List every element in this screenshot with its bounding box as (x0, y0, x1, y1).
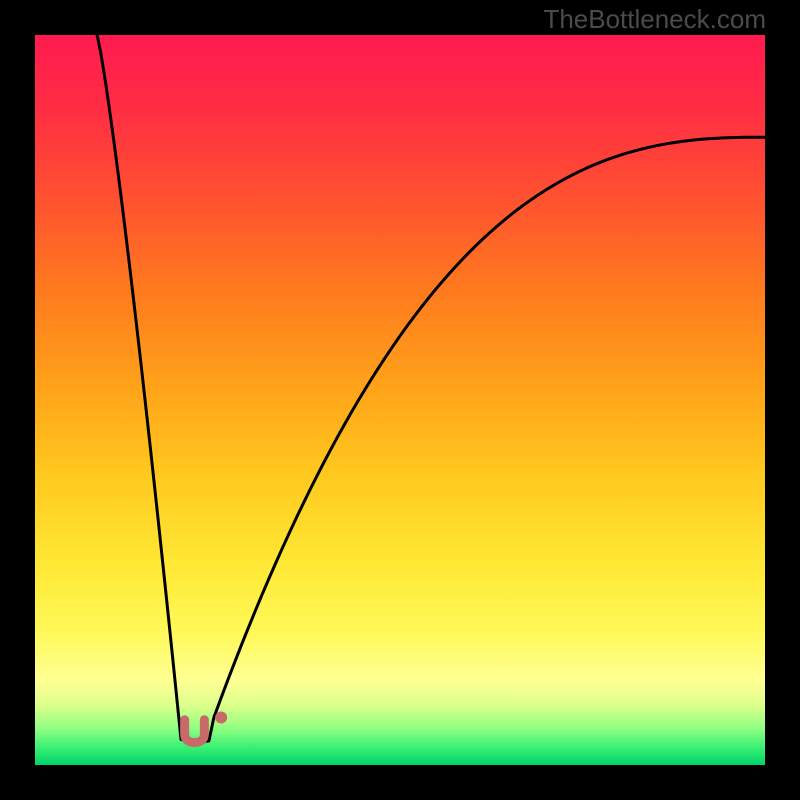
plot-area (35, 35, 765, 765)
chart-frame: TheBottleneck.com (0, 0, 800, 800)
watermark-text: TheBottleneck.com (543, 4, 766, 35)
bottleneck-curve (35, 35, 765, 765)
